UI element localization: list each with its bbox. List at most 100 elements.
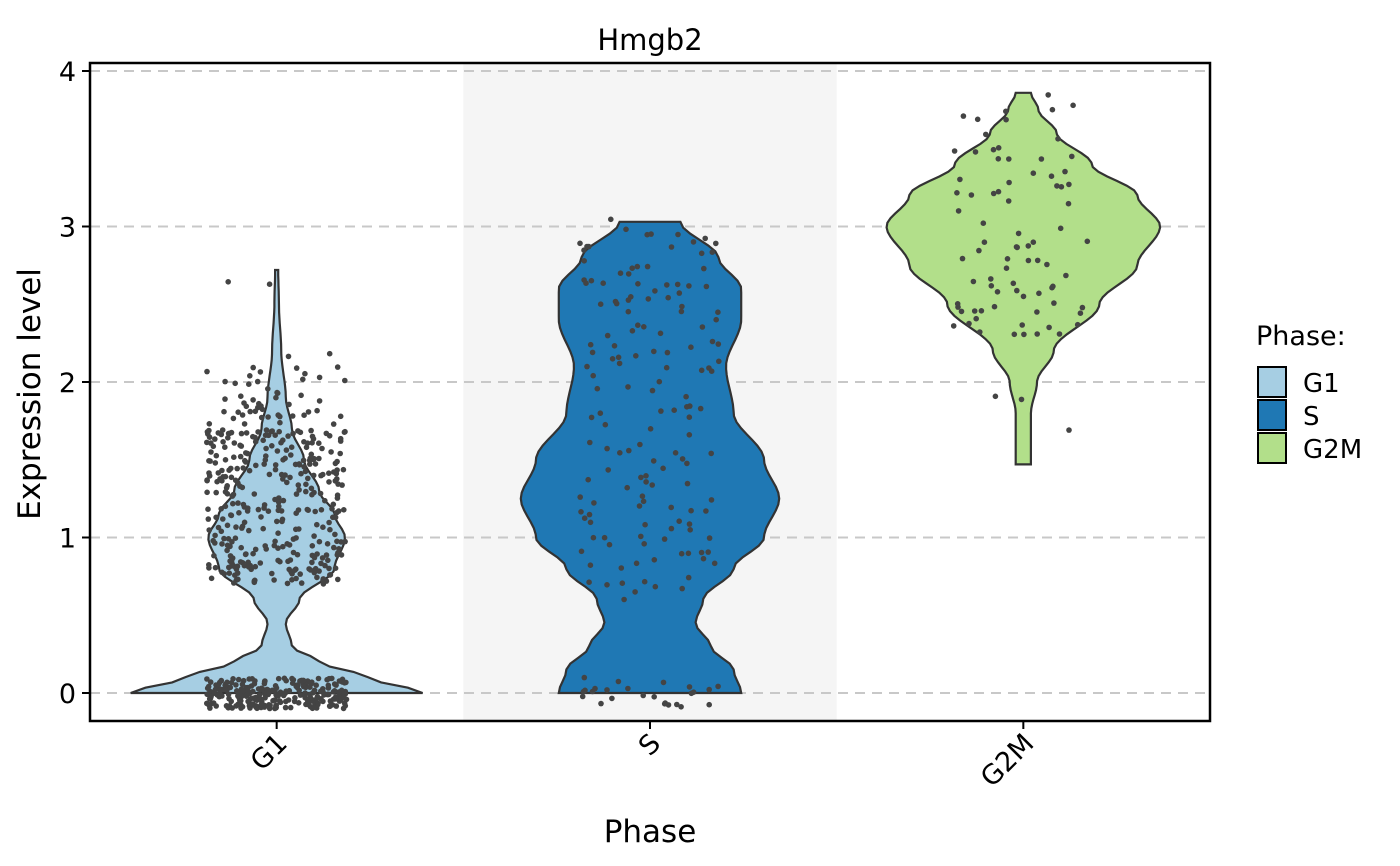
data-point xyxy=(700,555,707,562)
data-point xyxy=(995,145,1002,151)
data-point xyxy=(598,700,604,707)
x-axis: G1 S G2M xyxy=(245,721,1040,793)
data-point xyxy=(228,679,235,686)
data-point xyxy=(951,148,958,154)
data-point xyxy=(621,596,627,603)
data-point xyxy=(665,294,671,301)
data-point xyxy=(235,500,241,506)
data-point xyxy=(685,574,692,581)
data-point xyxy=(238,693,245,700)
data-point xyxy=(974,116,981,123)
data-point xyxy=(283,447,290,453)
data-point xyxy=(988,276,994,282)
data-point xyxy=(229,539,235,545)
data-point xyxy=(276,503,282,510)
data-point xyxy=(311,489,317,496)
data-point xyxy=(340,466,347,473)
data-point xyxy=(337,435,344,442)
data-point xyxy=(252,438,259,445)
data-point xyxy=(301,464,307,470)
data-point xyxy=(625,271,632,277)
data-point xyxy=(1070,102,1076,109)
data-point xyxy=(235,409,241,416)
data-point xyxy=(238,686,245,692)
data-point xyxy=(715,683,721,690)
data-point xyxy=(218,431,225,438)
data-point xyxy=(228,465,234,472)
data-point xyxy=(293,526,299,533)
data-point xyxy=(316,455,322,462)
data-point xyxy=(334,364,341,370)
data-point xyxy=(242,551,249,558)
data-point xyxy=(296,487,302,493)
data-point xyxy=(212,686,219,693)
data-point xyxy=(652,583,659,590)
data-point xyxy=(231,454,237,461)
data-point xyxy=(308,485,315,492)
data-point xyxy=(332,514,339,521)
data-point xyxy=(312,508,319,515)
data-point xyxy=(337,450,344,457)
data-point xyxy=(331,544,337,551)
data-point xyxy=(973,315,979,322)
data-point xyxy=(266,281,273,288)
data-point xyxy=(1077,310,1084,317)
legend-swatch-S xyxy=(1257,399,1287,431)
data-point xyxy=(1014,244,1020,251)
data-point xyxy=(606,541,613,548)
data-point xyxy=(252,546,259,553)
data-point xyxy=(255,429,261,435)
data-point xyxy=(988,283,995,289)
data-point xyxy=(584,363,590,370)
data-point xyxy=(206,565,212,571)
data-point xyxy=(319,445,325,452)
data-point xyxy=(222,396,228,402)
data-point xyxy=(237,559,244,565)
data-point xyxy=(204,477,210,484)
data-point xyxy=(224,491,231,497)
data-point xyxy=(342,538,348,545)
data-point xyxy=(330,501,337,508)
data-point xyxy=(222,457,229,463)
data-point xyxy=(308,680,315,687)
data-point xyxy=(323,552,330,558)
data-point xyxy=(638,474,644,481)
data-point xyxy=(256,692,263,698)
data-point xyxy=(258,414,265,421)
data-point xyxy=(328,449,334,455)
data-point xyxy=(216,693,223,700)
data-point xyxy=(990,190,997,197)
data-point xyxy=(275,499,282,505)
data-point xyxy=(310,472,317,479)
data-point xyxy=(711,560,718,567)
data-point xyxy=(971,308,978,314)
data-point xyxy=(239,681,246,688)
data-point xyxy=(253,462,259,469)
data-point xyxy=(283,698,289,705)
data-point xyxy=(223,681,229,687)
data-point xyxy=(297,692,304,698)
data-point xyxy=(708,497,715,503)
data-point xyxy=(1079,304,1086,311)
data-point xyxy=(583,280,589,287)
data-point xyxy=(284,479,290,486)
data-point xyxy=(604,445,610,452)
x-tick-label: G2M xyxy=(975,728,1040,793)
data-point xyxy=(234,563,241,570)
data-point xyxy=(615,678,622,685)
data-point xyxy=(262,543,269,549)
data-point xyxy=(245,559,251,566)
data-point xyxy=(226,570,233,576)
data-point xyxy=(604,582,610,588)
data-point xyxy=(687,527,693,533)
data-point xyxy=(335,689,342,695)
data-point xyxy=(582,687,588,694)
data-point xyxy=(238,430,245,437)
data-point xyxy=(247,373,253,379)
data-point xyxy=(651,557,658,563)
data-point xyxy=(617,450,623,456)
data-point xyxy=(698,250,705,257)
data-point xyxy=(995,156,1002,162)
data-point xyxy=(301,439,307,445)
